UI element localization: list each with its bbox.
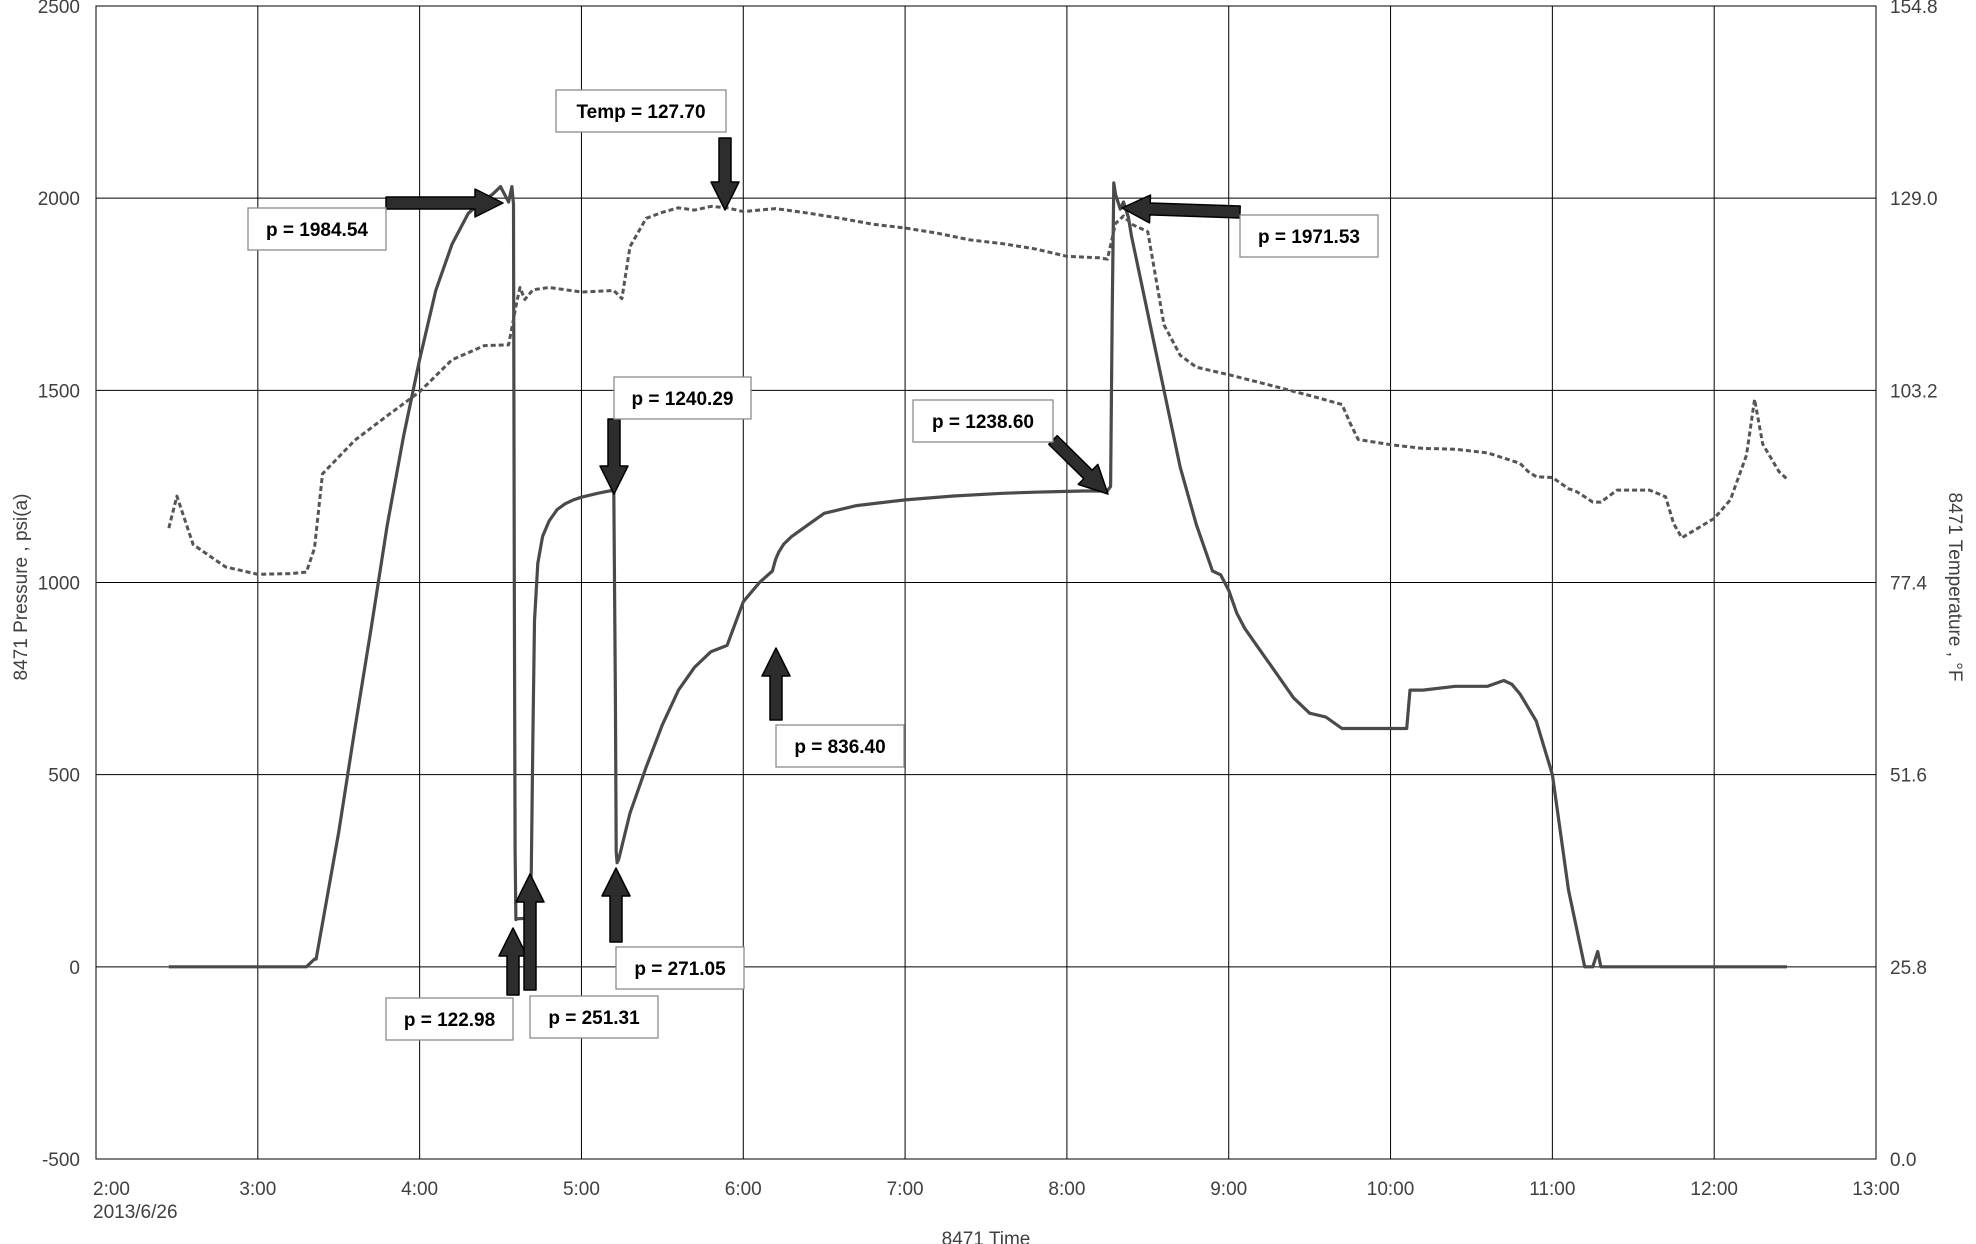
y-left-tick-label: -500: [42, 1150, 80, 1171]
annotation-box: [615, 946, 745, 990]
gridlines: [96, 6, 1876, 1159]
x-tick-label: 7:00: [887, 1179, 924, 1200]
y-right-tick-labels: 0.0 25.8 51.6 77.4 103.2 129.0 154.8: [1890, 0, 1938, 1171]
annotation-arrow: [1121, 194, 1241, 224]
annotation-arrow: [710, 137, 740, 211]
x-tick-label: 2:00: [93, 1179, 130, 1200]
x-tick-label: 3:00: [239, 1179, 276, 1200]
y-left-tick-label: 500: [48, 766, 80, 787]
y-left-tick-label: 1500: [38, 381, 80, 402]
annotation-box: [529, 995, 659, 1039]
y-right-tick-label: 25.8: [1890, 958, 1927, 979]
annotation-label: p = 1240.29: [632, 389, 734, 410]
y-left-tick-label: 1000: [38, 574, 80, 595]
y-right-tick-label: 77.4: [1890, 574, 1927, 595]
x-tick-label: 9:00: [1210, 1179, 1247, 1200]
y-left-axis-title: 8471 Pressure , psi(a): [11, 494, 32, 681]
annotation-box: [385, 997, 514, 1041]
annotation-box: [775, 724, 905, 768]
x-first-tick-date: 2013/6/26: [93, 1202, 178, 1223]
annotation-label: p = 1238.60: [932, 412, 1034, 433]
y-left-tick-label: 2000: [38, 189, 80, 210]
plot-frame: [95, 5, 1877, 1160]
x-tick-label: 4:00: [401, 1179, 438, 1200]
annotation-label: p = 251.31: [548, 1008, 640, 1029]
annotation-label: Temp = 127.70: [576, 102, 705, 123]
annotation-label: p = 1984.54: [266, 220, 368, 241]
annotation-arrow: [761, 647, 791, 721]
x-tick-labels: 2:00 3:00 4:00 5:00 6:00 7:00 8:00 9:00 10:00 11:…: [93, 1179, 1900, 1200]
annotation-box: [1239, 214, 1379, 258]
pressure-series-line: [168, 181, 1787, 969]
annotation-label: p = 122.98: [404, 1010, 495, 1031]
annotation-box: [912, 399, 1054, 443]
annotation-arrow: [515, 873, 545, 991]
annotation-arrow: [599, 418, 629, 495]
y-left-tick-label: 0: [69, 958, 80, 979]
y-left-tick-labels: -500 0 500 1000 1500 2000 2500: [38, 0, 80, 1171]
x-tick-label: 11:00: [1529, 1179, 1575, 1200]
y-left-tick-label: 2500: [38, 0, 80, 18]
annotation-arrow: [1048, 434, 1109, 495]
x-tick-label: 10:00: [1367, 1179, 1415, 1200]
annotation-arrow: [385, 188, 504, 218]
annotation-arrow: [498, 927, 528, 996]
x-tick-label: 5:00: [563, 1179, 600, 1200]
y-right-tick-label: 154.8: [1890, 0, 1938, 18]
annotation-label: p = 836.40: [794, 737, 885, 758]
y-right-tick-label: 129.0: [1890, 189, 1938, 210]
annotation-arrow: [601, 867, 631, 943]
x-tick-label: 8:00: [1048, 1179, 1085, 1200]
y-right-axis-title: 8471 Temperature , °F: [1944, 493, 1965, 682]
annotation-label: p = 271.05: [634, 959, 726, 980]
x-tick-label: 6:00: [725, 1179, 762, 1200]
annotation-label: p = 1971.53: [1258, 227, 1360, 248]
annotation-box: [247, 207, 387, 251]
annotation-box: [555, 89, 727, 133]
series-lines: [167, 181, 1789, 969]
x-axis-title: 8471 Time: [942, 1229, 1031, 1244]
y-right-tick-label: 103.2: [1890, 381, 1938, 402]
y-right-tick-label: 51.6: [1890, 766, 1927, 787]
annotation-box: [613, 376, 752, 420]
x-tick-label: 12:00: [1690, 1179, 1738, 1200]
y-right-tick-label: 0.0: [1890, 1150, 1916, 1171]
temperature-series-line: [167, 204, 1789, 576]
x-tick-label: 13:00: [1852, 1179, 1900, 1200]
annotations: p = 1984.54 Temp = 127.70 p = 1971.53 p = 1…: [247, 89, 1379, 1041]
